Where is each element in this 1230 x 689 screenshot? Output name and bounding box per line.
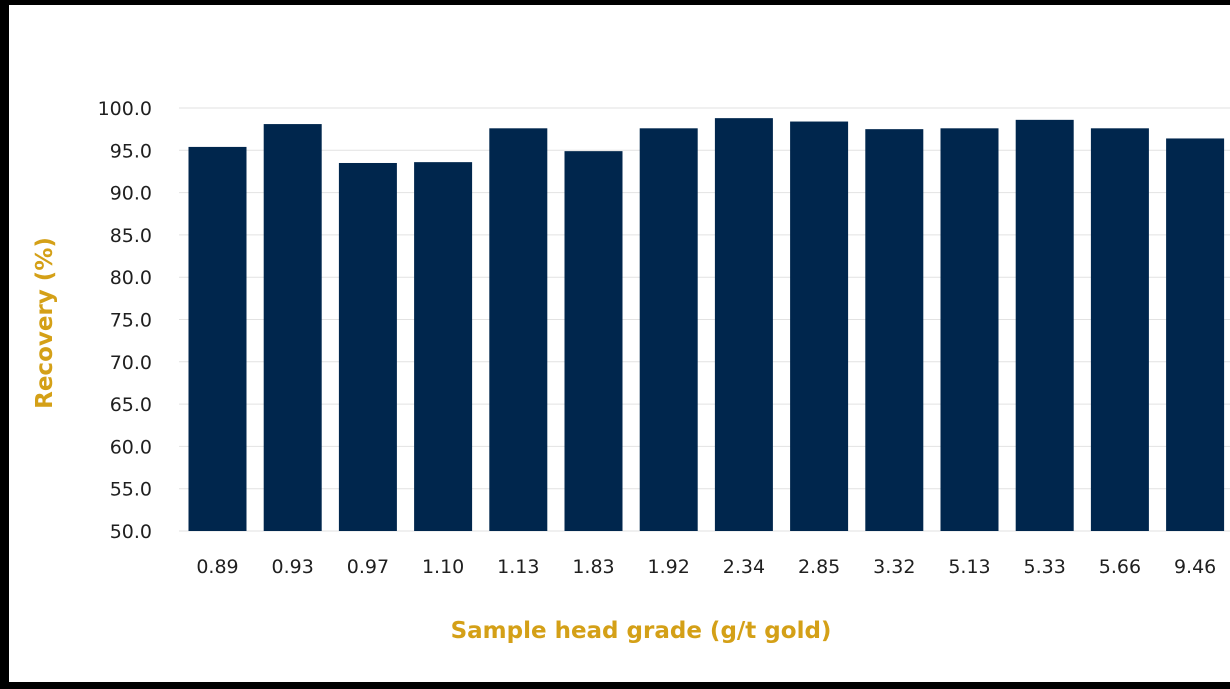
x-tick-label: 1.13 xyxy=(497,556,539,578)
y-tick-label: 60.0 xyxy=(110,436,152,458)
y-tick-label: 100.0 xyxy=(98,98,152,120)
bar xyxy=(414,162,473,532)
frame-bottom-border xyxy=(9,682,1230,683)
y-tick-label: 90.0 xyxy=(110,183,152,205)
y-tick-label: 65.0 xyxy=(110,394,152,416)
x-tick-label: 2.34 xyxy=(723,556,765,578)
bar xyxy=(338,162,397,532)
x-tick-label: 0.97 xyxy=(347,556,389,578)
bar xyxy=(1090,128,1149,531)
x-axis-title: Sample head grade (g/t gold) xyxy=(451,618,832,644)
x-tick-label: 2.85 xyxy=(798,556,840,578)
x-tick-label: 1.10 xyxy=(422,556,464,578)
x-tick-label: 3.32 xyxy=(873,556,915,578)
x-tick-label: 5.33 xyxy=(1024,556,1066,578)
y-tick-label: 50.0 xyxy=(110,521,152,543)
bar xyxy=(489,128,548,531)
y-tick-label: 85.0 xyxy=(110,225,152,247)
y-tick-label: 75.0 xyxy=(110,310,152,332)
y-tick-label: 55.0 xyxy=(110,479,152,501)
bar xyxy=(1166,138,1225,531)
bar-chart: 50.0 55.0 60.0 65.0 70.0 75.0 80.0 85.0 90.0 95.0… xyxy=(32,98,1230,644)
bar xyxy=(790,121,849,531)
x-tick-label: 0.89 xyxy=(196,556,238,578)
x-tick-label: 1.83 xyxy=(572,556,614,578)
x-tick-label: 9.46 xyxy=(1174,556,1216,578)
bar xyxy=(865,129,924,531)
y-tick-label: 70.0 xyxy=(110,352,152,374)
bar xyxy=(940,128,999,531)
y-tick-label: 95.0 xyxy=(110,140,152,162)
bar xyxy=(263,124,322,531)
x-tick-label: 0.93 xyxy=(272,556,314,578)
bar xyxy=(639,128,698,531)
bar xyxy=(714,118,773,531)
bar xyxy=(188,146,247,531)
chart-frame: 50.0 55.0 60.0 65.0 70.0 75.0 80.0 85.0 90.0 95.0… xyxy=(9,5,1230,683)
x-axis-ticks: 0.89 0.93 0.97 1.10 1.13 1.83 1.92 2.34 2.85 3.32… xyxy=(196,556,1216,578)
bars xyxy=(188,118,1225,532)
bar xyxy=(1015,119,1074,532)
bar xyxy=(564,151,623,531)
y-tick-label: 80.0 xyxy=(110,267,152,289)
y-axis-title: Recovery (%) xyxy=(32,237,58,409)
x-tick-label: 5.13 xyxy=(948,556,990,578)
x-tick-label: 5.66 xyxy=(1099,556,1141,578)
x-tick-label: 1.92 xyxy=(648,556,690,578)
y-axis-ticks: 50.0 55.0 60.0 65.0 70.0 75.0 80.0 85.0 90.0 95.0… xyxy=(98,98,152,543)
